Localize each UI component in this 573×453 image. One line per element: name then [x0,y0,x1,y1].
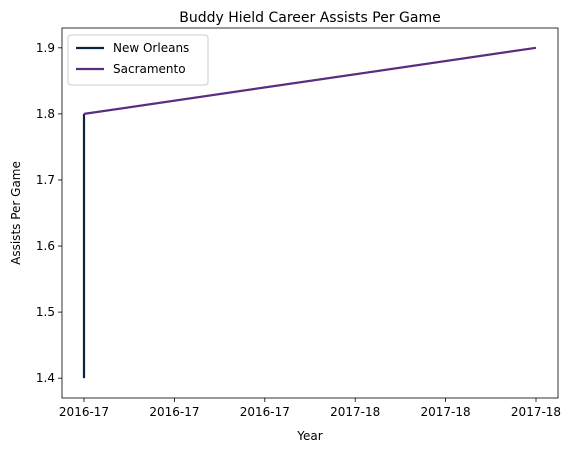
x-tick-label: 2017-18 [511,405,561,419]
x-tick-label: 2016-17 [149,405,199,419]
x-tick-label: 2016-17 [59,405,109,419]
x-axis: 2016-17 2016-17 2016-17 2017-18 2017-18 2017-… [59,398,561,419]
y-tick-label: 1.8 [36,107,55,121]
x-tick-label: 2016-17 [240,405,290,419]
y-tick-label: 1.7 [36,173,55,187]
y-axis-label: Assists Per Game [9,161,23,265]
y-tick-label: 1.5 [36,305,55,319]
y-tick-label: 1.9 [36,41,55,55]
plot-area-frame [61,27,559,399]
y-tick-label: 1.4 [36,371,55,385]
chart-title: Buddy Hield Career Assists Per Game [179,10,441,26]
legend-label: Sacramento [113,62,186,76]
legend-label: New Orleans [113,41,189,55]
legend: New Orleans Sacramento [67,34,209,86]
x-tick-label: 2017-18 [330,405,380,419]
y-axis: 1.4 1.5 1.6 1.7 1.8 1.9 [36,41,62,385]
y-tick-label: 1.6 [36,239,55,253]
series-line-1 [83,46,537,115]
x-axis-label: Year [296,429,322,443]
x-tick-label: 2017-18 [421,405,471,419]
